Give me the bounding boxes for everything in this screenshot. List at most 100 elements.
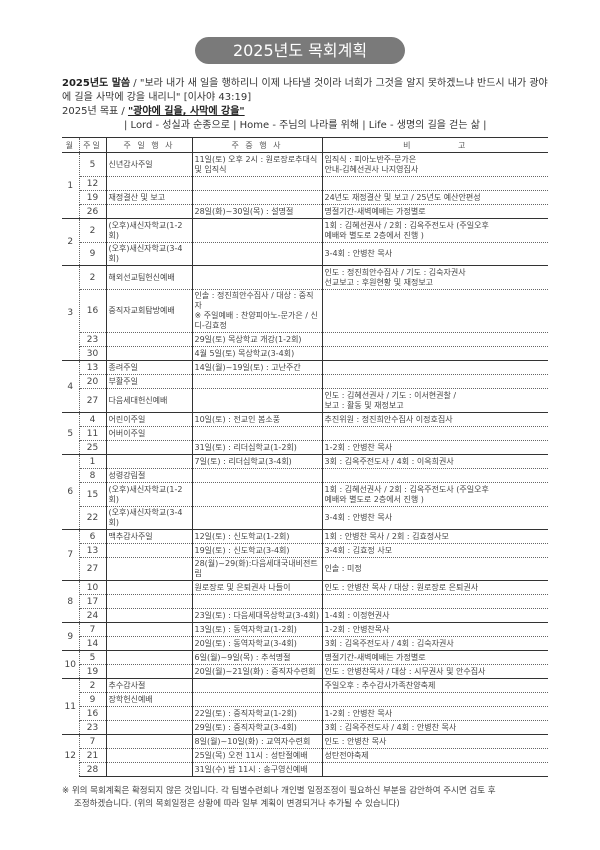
annual-goal: 2025년 목표 / "광야에 길을, 사막에 강을" <box>62 105 552 119</box>
table-row: 24 23일(토) : 다음세대목상학교(3-4회) 1-4회 : 이정현권사 <box>62 608 548 623</box>
table-row: 23 29일(토) : 중직자학교(3-4회) 3회 : 김옥주전도사 / 4회 :… <box>62 720 548 735</box>
note-cell: 1-2회 : 안병찬목사 <box>322 622 548 637</box>
header-weekday-events: 주 중 행 사 <box>192 137 323 153</box>
weekday-event-cell: 28일(화)~30일(목) : 설명절 <box>192 204 323 219</box>
sunday-event-cell <box>106 608 193 623</box>
note-cell: 인도 : 김혜선권사 / 기도 : 이서현권찰 / 보고 : 활동 및 재정보고 <box>322 388 548 413</box>
week-cell: 23 <box>79 332 107 347</box>
table-row: 27 다음세대헌신예배 인도 : 김혜선권사 / 기도 : 이서현권찰 / 보고 :… <box>62 388 548 413</box>
sunday-event-cell: 재정결산 및 보고 <box>106 190 193 205</box>
table-row: 30 4월 5일(토) 목상학교(3-4회) <box>62 346 548 361</box>
sunday-event-cell <box>106 580 193 595</box>
weekday-event-cell: 19일(토) : 신도학교(3-4회) <box>192 543 323 558</box>
sunday-event-cell <box>106 720 193 735</box>
note-cell: 인도 : 안병찬목사 / 대상 : 시무권사 및 안수집사 <box>322 664 548 679</box>
annual-verse: 2025년도 말씀 / "보라 내가 새 일을 행하리니 이제 나타낼 것이라 … <box>62 77 552 105</box>
sunday-event-cell <box>106 543 193 558</box>
week-cell: 9 <box>79 242 107 266</box>
note-cell <box>322 360 548 375</box>
sunday-event-cell: (오후)새신자학교(3-4회) <box>106 506 193 530</box>
header-sunday-events: 주 일 행 사 <box>106 137 193 153</box>
note-cell <box>322 374 548 389</box>
sunday-event-cell <box>106 176 193 191</box>
goal-sep: / <box>118 106 128 117</box>
month-cell: 2 <box>62 218 80 266</box>
weekday-event-cell: 28(월)~29(화):다음세대국내비전트립 <box>192 557 323 581</box>
note-cell: 주일오후 : 추수감사가족찬양축제 <box>322 678 548 693</box>
table-row: 16 22일(토) : 중직자학교(1-2회) 1-2회 : 안병찬 목사 <box>62 706 548 721</box>
note-cell <box>322 762 548 777</box>
weekday-event-cell: 23일(토) : 다음세대목상학교(3-4회) <box>192 608 323 623</box>
table-row: 8 10 원로장로 및 은퇴권사 나들이 인도 : 안병찬 목사 / 대상 : 원로장… <box>62 580 548 623</box>
sunday-event-cell <box>106 650 193 665</box>
weekday-event-cell <box>192 388 323 413</box>
sunday-event-cell: 중직자교회탐방예배 <box>106 289 193 333</box>
note-cell: 추진위원 : 정진희안수집사 이정호집사 <box>322 412 548 427</box>
week-cell: 6 <box>79 529 107 544</box>
weekday-event-cell: 10일(토) : 전교인 봄소풍 <box>192 412 323 427</box>
weekday-event-cell: 12일(토) : 신도학교(1-2회) <box>192 529 323 544</box>
weekday-event-cell: 14일(월)~19일(토) : 고난주간 <box>192 360 323 375</box>
sunday-event-cell: (오후)새신자학교(3-4회) <box>106 242 193 266</box>
month-cell: 1 <box>62 152 80 219</box>
week-cell: 15 <box>79 482 107 507</box>
table-row: 10 5 6일(월)~9일(목) : 추석명절 명절기간-새벽예배는 가정별로 <box>62 650 548 679</box>
goal-motto: | Lord - 성실과 순종으로 | Home - 주님의 나라를 위해 | … <box>124 120 487 131</box>
week-cell: 20 <box>79 374 107 389</box>
note-cell: 인솔 : 미정 <box>322 557 548 581</box>
table-row: 21 25일(목) 오전 11시 : 성탄절예배 성탄전야축제 <box>62 748 548 763</box>
table-row: 17 <box>62 594 548 609</box>
header-week: 주일 <box>79 137 107 153</box>
note-cell: 인도 : 안병찬 목사 <box>322 734 548 749</box>
week-cell: 13 <box>79 360 107 375</box>
table-row: 5 4 어린이주일 10일(토) : 전교인 봄소풍 추진위원 : 정진희안수집사 이정… <box>62 412 548 455</box>
weekday-event-cell <box>192 176 323 191</box>
sunday-event-cell: 다음세대헌신예배 <box>106 388 193 413</box>
week-cell: 12 <box>79 176 107 191</box>
sunday-event-cell <box>106 332 193 347</box>
weekday-event-cell <box>192 242 323 266</box>
week-cell: 27 <box>79 388 107 413</box>
sunday-event-cell: 어린이주일 <box>106 412 193 427</box>
weekday-event-cell: 7일(토) : 리더십학교(3-4회) <box>192 454 323 469</box>
sunday-event-cell <box>106 706 193 721</box>
weekday-event-cell: 13일(토) : 동역자학교(1-2회) <box>192 622 323 637</box>
week-cell: 30 <box>79 346 107 361</box>
table-row: 23 29일(토) 목상학교 개강(1-2회) <box>62 332 548 347</box>
note-cell: 성탄전야축제 <box>322 748 548 763</box>
week-cell: 25 <box>79 440 107 455</box>
note-cell: 24년도 재정결산 및 보고 / 25년도 예산안편성 <box>322 190 548 205</box>
note-cell <box>322 346 548 361</box>
week-cell: 7 <box>79 734 107 749</box>
month-cell: 9 <box>62 622 80 651</box>
weekday-event-cell: 4월 5일(토) 목상학교(3-4회) <box>192 346 323 361</box>
note-cell: 인도 : 안병찬 목사 / 대상 : 원로장로 은퇴권사 <box>322 580 548 595</box>
weekday-event-cell: 29일(토) 목상학교 개강(1-2회) <box>192 332 323 347</box>
table-row: 11 2 추수감사절 주일오후 : 추수감사가족찬양축제 <box>62 678 548 735</box>
sunday-event-cell: 신년감사주일 <box>106 152 193 177</box>
table-row: 11 어버이주일 <box>62 426 548 441</box>
week-cell: 21 <box>79 748 107 763</box>
sunday-event-cell <box>106 734 193 749</box>
note-cell: 임직식 : 피아노반주-문가은 안내-김혜선권사 나지영집사 <box>322 152 548 177</box>
week-cell: 27 <box>79 557 107 581</box>
goal-label: 2025년 목표 <box>62 106 119 117</box>
note-cell: 3-4회 : 김효정 사모 <box>322 543 548 558</box>
week-cell: 28 <box>79 762 107 777</box>
week-cell: 8 <box>79 468 107 483</box>
page-title: 2025년도 목회계획 <box>195 37 405 64</box>
weekday-event-cell: 인솔 : 정진희안수집사 / 대상 : 중직자 ※ 주일예배 : 찬양피아노-문… <box>192 289 323 333</box>
month-cell: 10 <box>62 650 80 679</box>
week-cell: 19 <box>79 664 107 679</box>
footnote-line-2: 조정하겠습니다. (위의 목회일정은 상황에 따라 일부 계획이 변경되거나 추… <box>74 799 400 809</box>
sunday-event-cell <box>106 748 193 763</box>
note-cell <box>322 332 548 347</box>
month-cell: 5 <box>62 412 80 455</box>
note-cell: 1-2회 : 안병찬 목사 <box>322 706 548 721</box>
weekday-event-cell <box>192 218 323 243</box>
table-header-row: 월 주일 주 일 행 사 주 중 행 사 비 고 <box>62 137 548 153</box>
note-cell: 3-4회 : 안병찬 목사 <box>322 506 548 530</box>
sunday-event-cell <box>106 762 193 777</box>
footnote: ※ 위의 목회계획은 확정되지 않은 것입니다. 각 팀별수련회나 개인별 일정… <box>62 785 552 811</box>
note-cell: 명절기간-새벽예배는 가정별로 <box>322 650 548 665</box>
